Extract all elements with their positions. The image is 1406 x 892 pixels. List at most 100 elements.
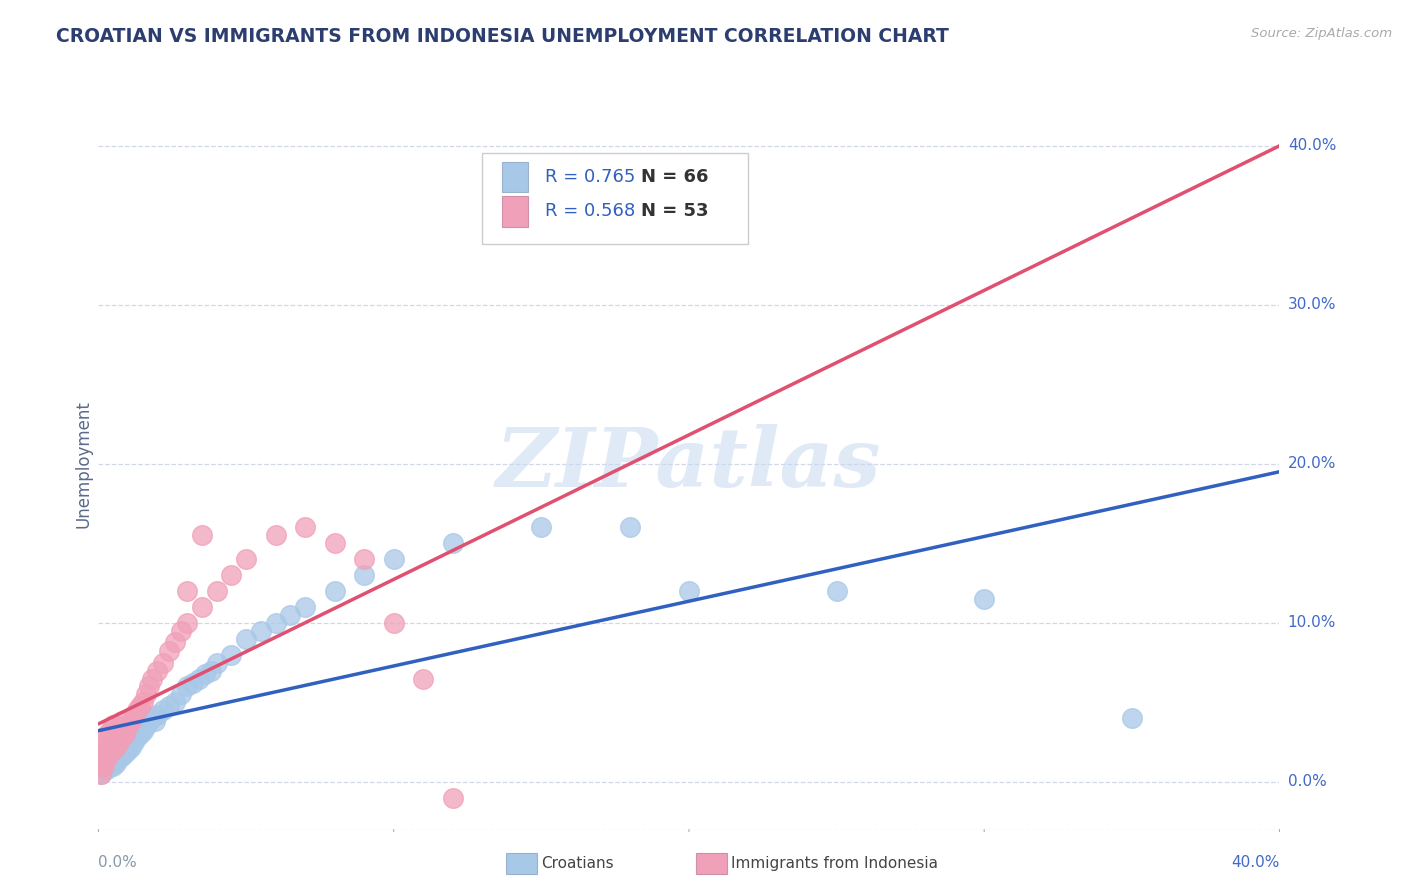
Point — [103, 746, 125, 760]
Point — [176, 615, 198, 630]
Point — [108, 719, 131, 733]
Point — [103, 733, 125, 747]
Point — [114, 727, 136, 741]
Point — [98, 759, 121, 773]
Point — [108, 751, 131, 765]
Point — [108, 743, 131, 757]
Point — [165, 635, 187, 649]
Point — [117, 743, 139, 757]
Point — [90, 759, 112, 773]
Point — [176, 680, 198, 694]
Point — [117, 719, 139, 733]
Point — [132, 723, 155, 738]
Point — [157, 698, 180, 713]
Point — [132, 695, 155, 709]
Point — [103, 759, 125, 773]
Point — [96, 762, 118, 776]
Point — [138, 714, 160, 729]
Point — [294, 520, 316, 534]
Point — [323, 584, 346, 599]
Point — [128, 698, 150, 713]
Bar — [502, 161, 529, 193]
Text: 0.0%: 0.0% — [98, 855, 138, 870]
Point — [441, 790, 464, 805]
Point — [98, 753, 121, 767]
Text: Immigrants from Indonesia: Immigrants from Indonesia — [731, 856, 938, 871]
Text: R = 0.765: R = 0.765 — [546, 168, 636, 186]
Point — [120, 714, 142, 729]
Point — [619, 520, 641, 534]
Point — [98, 746, 121, 760]
Point — [105, 743, 128, 757]
Text: 20.0%: 20.0% — [1288, 457, 1336, 471]
Point — [90, 743, 112, 757]
Point — [138, 680, 160, 694]
Point — [103, 717, 125, 731]
Point — [90, 751, 112, 765]
Point — [98, 746, 121, 760]
Text: CROATIAN VS IMMIGRANTS FROM INDONESIA UNEMPLOYMENT CORRELATION CHART: CROATIAN VS IMMIGRANTS FROM INDONESIA UN… — [56, 27, 949, 45]
Point — [114, 735, 136, 749]
Point — [111, 731, 134, 745]
Point — [103, 743, 125, 757]
Point — [200, 664, 222, 678]
Point — [152, 656, 174, 670]
Point — [98, 735, 121, 749]
Point — [973, 592, 995, 607]
Point — [93, 743, 115, 757]
Point — [530, 520, 553, 534]
Point — [219, 648, 242, 662]
Text: 30.0%: 30.0% — [1288, 297, 1336, 312]
Point — [191, 599, 214, 614]
Y-axis label: Unemployment: Unemployment — [75, 400, 93, 528]
Point — [90, 767, 112, 781]
Point — [111, 714, 134, 729]
Point — [264, 528, 287, 542]
Point — [152, 703, 174, 717]
Point — [108, 735, 131, 749]
Point — [114, 746, 136, 760]
Point — [111, 739, 134, 754]
Point — [93, 759, 115, 773]
Text: Source: ZipAtlas.com: Source: ZipAtlas.com — [1251, 27, 1392, 40]
Point — [146, 708, 169, 723]
Point — [264, 615, 287, 630]
Point — [111, 749, 134, 764]
Point — [323, 536, 346, 550]
Point — [103, 753, 125, 767]
Point — [135, 719, 157, 733]
Point — [353, 568, 375, 582]
Point — [96, 727, 118, 741]
Text: 40.0%: 40.0% — [1232, 855, 1279, 870]
Point — [187, 672, 209, 686]
Point — [90, 759, 112, 773]
Point — [93, 756, 115, 770]
Text: 40.0%: 40.0% — [1288, 138, 1336, 153]
Point — [1121, 711, 1143, 725]
Point — [96, 749, 118, 764]
Point — [105, 727, 128, 741]
Point — [93, 751, 115, 765]
Point — [412, 672, 434, 686]
Point — [170, 624, 193, 638]
Point — [117, 731, 139, 745]
Point — [103, 731, 125, 745]
Point — [250, 624, 273, 638]
Point — [93, 735, 115, 749]
Point — [125, 731, 148, 745]
Point — [278, 607, 302, 622]
Point — [141, 672, 163, 686]
Point — [105, 739, 128, 754]
Point — [181, 676, 204, 690]
Point — [176, 584, 198, 599]
Point — [96, 735, 118, 749]
Point — [678, 584, 700, 599]
Point — [157, 644, 180, 658]
Point — [205, 584, 228, 599]
Point — [120, 739, 142, 754]
Point — [128, 727, 150, 741]
FancyBboxPatch shape — [482, 153, 748, 244]
Point — [235, 632, 257, 646]
Point — [825, 584, 848, 599]
Point — [90, 767, 112, 781]
